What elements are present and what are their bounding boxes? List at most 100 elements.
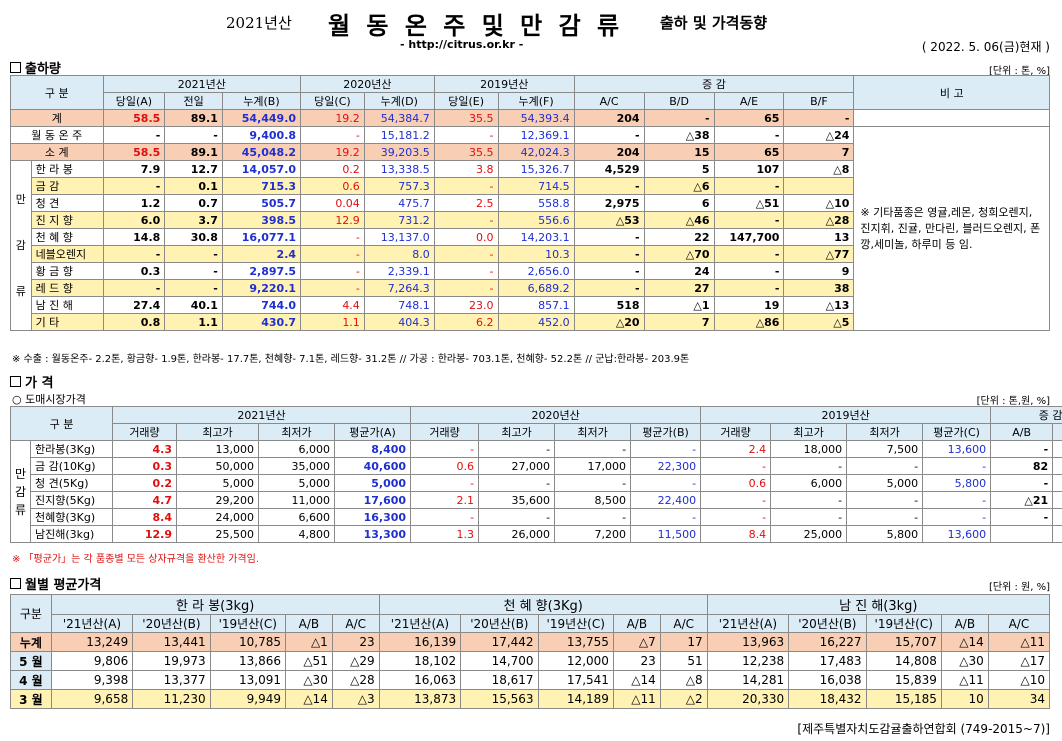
cell: - [478, 508, 556, 526]
cell: 13,249 [50, 632, 134, 652]
row-label: 4 월 [10, 670, 52, 690]
cell: - [713, 177, 785, 195]
cell: 12,369.1 [497, 126, 575, 144]
row-label: 금 감 [30, 177, 104, 195]
row-label: 한 라 봉 [30, 160, 104, 178]
cell: △8 [783, 160, 855, 178]
cell: △11 [612, 689, 661, 709]
row-label: 황 금 향 [30, 262, 104, 280]
cell: 24 [643, 262, 715, 280]
cell: 35.5 [433, 109, 499, 127]
monthly-subcol: A/C [659, 614, 708, 633]
cell: 14,057.0 [221, 160, 302, 178]
price-subcol-5: 최고가 [478, 423, 556, 441]
cell: 16,139 [378, 632, 462, 652]
cell: 13,377 [132, 670, 211, 690]
side-char: 류 [15, 284, 26, 298]
cell: △14 [940, 632, 989, 652]
table-row: 월 동 온 주 - -9,400.8-15,181.2-12,369.1- △38- △… [10, 126, 1050, 331]
cell: 35.5 [433, 143, 499, 161]
cell: 5 [643, 160, 715, 178]
col-2019: 2019년산 [433, 75, 575, 93]
cell: 11,000 [258, 491, 335, 509]
cell: - [783, 109, 855, 127]
section-monthly-title: 월별 평균가격 [10, 574, 101, 593]
cell: 45,048.2 [221, 143, 302, 161]
section-shipment-title: 출하량 [10, 58, 61, 77]
cell: 19.2 [300, 143, 365, 161]
price-subcol-12: A/B [990, 423, 1054, 441]
report-date: ( 2022. 5. 06(금)현재 ) [921, 40, 1050, 54]
cell: 6.2 [433, 313, 499, 331]
table-row: 만감류 한라봉(3Kg) 4.3 13,000 6,000 8,400- - - -2.4 18,… [10, 440, 1062, 543]
row-label: 소 계 [10, 143, 104, 161]
cell: 518 [573, 296, 645, 314]
monthly-subcol: '19년산(C) [865, 614, 942, 633]
cell: △14 [284, 689, 333, 709]
table-row: 3 월 9,658 11,230 9,949 △14 △3 13,873 15,563 14,1… [10, 689, 1051, 709]
cell: △3 [331, 689, 380, 709]
table-row: 천 혜 향 14.8 30.8 16,077.1-13,137.0 0.0 14,203.… [11, 228, 1050, 246]
cell: 16,063 [378, 670, 462, 690]
cell: 8.4 [700, 525, 772, 543]
cell: 11,230 [132, 689, 211, 709]
cell: 2,656.0 [497, 262, 575, 280]
cell: △29 [331, 651, 380, 671]
ship-subcol-5: 당일(E) [433, 92, 499, 110]
cell: △8 [659, 670, 708, 690]
cell: - [433, 245, 499, 263]
cell: 20,330 [706, 689, 790, 709]
cell: - [433, 262, 499, 280]
cell: - [554, 474, 632, 492]
cell: 12.9 [112, 525, 177, 543]
section-monthly-label: 월별 평균가격 [25, 578, 102, 593]
cell: - [630, 508, 702, 526]
price-col-gubun: 구 분 [10, 406, 113, 441]
cell: 857.1 [497, 296, 575, 314]
cell: 17,442 [460, 632, 539, 652]
cell: 38 [783, 279, 855, 297]
cell: 7.9 [102, 160, 166, 178]
ship-subcol-6: 누계(F) [497, 92, 575, 110]
cell: 452.0 [497, 313, 575, 331]
cell: △21 [990, 491, 1054, 509]
cell: 54,449.0 [221, 109, 302, 127]
cell [990, 525, 1054, 543]
cell: 50,000 [176, 457, 259, 475]
cell: 27.4 [102, 296, 166, 314]
price-subcol-2: 최저가 [258, 423, 335, 441]
ship-subcol-10: B/F [783, 92, 855, 110]
cell: 22,300 [630, 457, 702, 475]
cell: △28 [331, 670, 380, 690]
cell: - [164, 245, 223, 263]
cell: 6 [643, 194, 715, 212]
cell: 714.5 [497, 177, 575, 195]
cell: - [300, 126, 365, 144]
cell: 13,963 [706, 632, 790, 652]
cell: 5,000 [333, 474, 412, 492]
cell: 2,339.1 [363, 262, 435, 280]
site-url[interactable]: - http://citrus.or.kr - [400, 38, 524, 51]
section-shipment-label: 출하량 [25, 62, 61, 77]
monthly-subcol: A/B [284, 614, 333, 633]
cell: △38 [1052, 440, 1062, 458]
cell: 4,800 [258, 525, 335, 543]
cell: 12.7 [164, 160, 223, 178]
cell: - [433, 211, 499, 229]
cell: - [643, 109, 715, 127]
cell: - [846, 457, 924, 475]
price-subcol-13: A/C [1052, 423, 1062, 441]
cell: △14 [612, 670, 661, 690]
cell: 2.4 [700, 440, 772, 458]
cell: 2.1 [410, 491, 480, 509]
price-col-2019: 2019년산 [700, 406, 992, 424]
cell: 13,338.5 [363, 160, 435, 178]
table-row: 진 지 향 6.0 3.7 398.5 12.9 731.2-556.6 △53 △46- △2… [11, 211, 1050, 229]
cell: △51 [713, 194, 785, 212]
cell: 23 [331, 632, 380, 652]
cell: △77 [783, 245, 855, 263]
cell: 0.1 [164, 177, 223, 195]
monthly-subcol: '21년산(A) [378, 614, 462, 633]
table-row: 남 진 해 27.4 40.1 744.0 4.4 748.1 23.0 857.1 518 △1… [11, 296, 1050, 314]
ship-subcol-8: B/D [643, 92, 715, 110]
